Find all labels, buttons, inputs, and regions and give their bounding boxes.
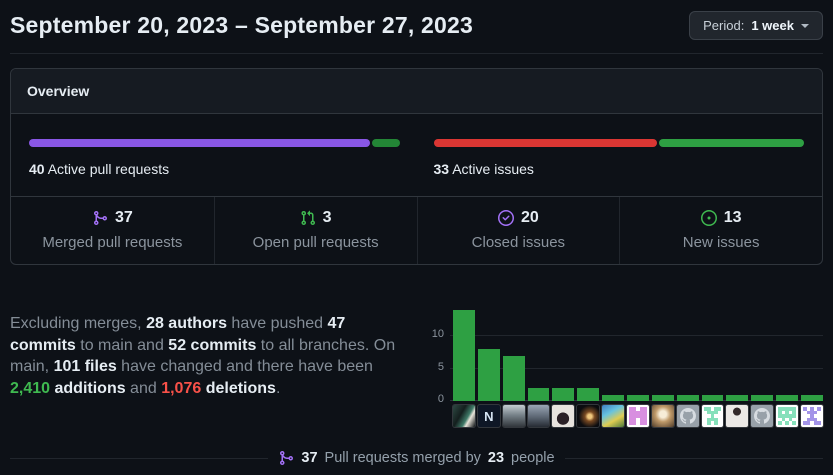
commits-per-author-chart: 10 5 0 N	[424, 304, 823, 427]
git-merge-icon	[280, 451, 294, 465]
issue-opened-icon	[700, 210, 717, 226]
commit-count-bar	[651, 394, 674, 401]
chart-plot-area: 10 5 0	[432, 304, 823, 405]
author-avatar-5[interactable]	[552, 405, 575, 427]
chart-bars	[453, 304, 823, 401]
author-avatar-7[interactable]	[602, 405, 625, 427]
author-avatar-15[interactable]	[801, 405, 823, 427]
progress-segment-merged	[29, 139, 370, 147]
y-axis-tick-label: 0	[437, 393, 444, 405]
author-avatar-1[interactable]	[453, 405, 475, 427]
commit-count-bar	[527, 388, 550, 401]
author-avatar-2[interactable]: N	[477, 405, 500, 427]
identicon-pattern	[778, 407, 797, 425]
merged-summary-divider: 37 Pull requests merged by 23 people	[10, 450, 823, 466]
commit-count-bar	[453, 310, 475, 401]
stat-value: 3	[322, 209, 332, 226]
overview-stats-row: 37 Merged pull requests 3 Open pull requ…	[11, 196, 822, 264]
commit-count-bar	[701, 394, 724, 401]
author-avatar-14[interactable]	[776, 405, 799, 427]
divider-line-right	[564, 457, 823, 459]
octocat-icon	[754, 408, 771, 424]
commit-count-bar	[502, 355, 525, 401]
period-label: Period:	[703, 18, 745, 33]
commit-count-bar	[676, 394, 699, 401]
chart-gridline: 5	[438, 361, 823, 373]
page-header: September 20, 2023 – September 27, 2023 …	[10, 0, 823, 54]
stat-value: 20	[520, 209, 539, 226]
author-avatar-13[interactable]	[751, 405, 774, 427]
overview-panel-title: Overview	[11, 69, 822, 114]
identicon-pattern	[629, 407, 647, 425]
overview-panel: Overview 40 Active pull requests 33 Acti…	[10, 68, 823, 265]
progress-segment-closed	[433, 139, 657, 147]
pull-requests-progress-bar	[29, 139, 400, 147]
git-pull-request-icon	[301, 210, 315, 226]
people-count: 23	[487, 450, 505, 466]
issue-closed-icon	[497, 210, 514, 226]
octocat-icon	[679, 408, 696, 424]
author-avatar-8[interactable]	[627, 405, 649, 427]
commit-count-bar	[776, 394, 799, 401]
commit-count-bar	[552, 388, 575, 401]
avatar-letter-glyph: N	[484, 408, 494, 424]
activity-section: Excluding merges, 28 authors have pushed…	[10, 304, 823, 427]
author-avatar-4[interactable]	[527, 405, 550, 427]
stat-label: Closed issues	[471, 234, 566, 251]
y-axis-tick-label: 10	[431, 328, 444, 341]
progress-segment-open	[371, 139, 400, 147]
author-avatar-12[interactable]	[726, 405, 749, 427]
commit-count-bar	[751, 394, 774, 401]
commit-summary-text: Excluding merges, 28 authors have pushed…	[10, 315, 396, 397]
period-value: 1 week	[751, 18, 794, 33]
active-pull-requests-block: 40 Active pull requests	[29, 139, 400, 177]
commit-count-bar	[577, 388, 600, 401]
stat-label: Merged pull requests	[42, 234, 183, 251]
stat-value: 37	[114, 209, 133, 226]
issues-progress-bar	[433, 139, 804, 147]
y-axis-tick-label: 5	[437, 360, 444, 373]
stat-label: New issues	[682, 234, 760, 251]
chart-gridline: 10	[432, 328, 823, 340]
caret-down-icon	[801, 23, 809, 28]
author-avatar-11[interactable]	[701, 405, 724, 427]
stat-value: 13	[723, 209, 742, 226]
commit-count-bar	[726, 394, 749, 401]
stat-closed-issues[interactable]: 20 Closed issues	[416, 197, 620, 264]
stat-label: Open pull requests	[252, 234, 379, 251]
commit-count-bar	[602, 394, 625, 401]
chart-author-avatars: N	[453, 405, 823, 427]
stat-merged-pull-requests[interactable]: 37 Merged pull requests	[11, 197, 214, 264]
period-dropdown-button[interactable]: Period: 1 week	[689, 11, 823, 40]
active-issues-block: 33 Active issues	[433, 139, 804, 177]
progress-segment-new	[658, 139, 804, 147]
active-pull-requests-label: 40 Active pull requests	[29, 161, 170, 177]
merged-count: 37	[301, 450, 318, 466]
overview-progress-area: 40 Active pull requests 33 Active issues	[11, 114, 822, 196]
identicon-pattern	[703, 407, 722, 425]
author-avatar-9[interactable]	[651, 405, 674, 427]
identicon-pattern	[803, 407, 821, 425]
commit-count-bar	[801, 394, 823, 401]
stat-open-pull-requests[interactable]: 3 Open pull requests	[213, 197, 417, 264]
author-avatar-10[interactable]	[676, 405, 699, 427]
git-merge-icon	[93, 211, 107, 225]
active-issues-label: 33 Active issues	[433, 161, 534, 177]
commit-count-bar	[477, 349, 500, 401]
merged-summary-label: 37 Pull requests merged by 23 people	[278, 450, 555, 466]
page-title: September 20, 2023 – September 27, 2023	[10, 12, 473, 38]
author-avatar-3[interactable]	[502, 405, 525, 427]
commit-count-bar	[627, 394, 649, 401]
divider-line-left	[10, 457, 269, 459]
stat-new-issues[interactable]: 13 New issues	[619, 197, 822, 264]
author-avatar-6[interactable]	[577, 405, 600, 427]
